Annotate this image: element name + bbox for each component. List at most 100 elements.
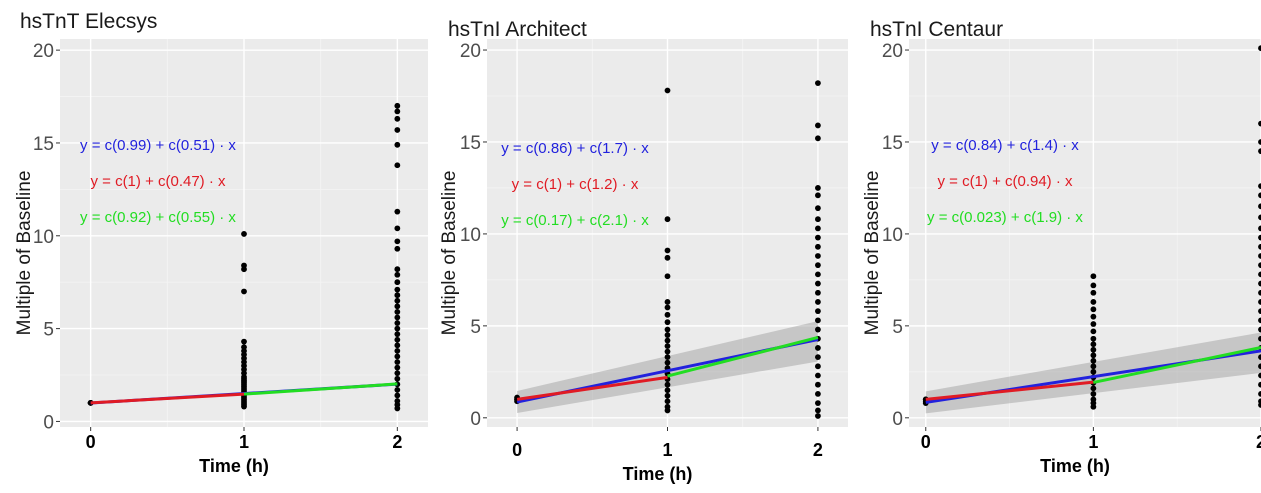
data-point <box>394 325 401 332</box>
x-tick-label: 2 <box>813 440 823 460</box>
plot-background <box>909 39 1261 427</box>
data-point <box>815 80 821 87</box>
data-point <box>815 326 821 333</box>
data-point <box>664 216 671 223</box>
x-tick-label: 1 <box>1088 432 1098 452</box>
data-point <box>394 331 401 338</box>
data-point <box>1258 308 1261 315</box>
data-point <box>1090 357 1097 364</box>
data-point <box>394 364 401 371</box>
data-point <box>394 314 401 321</box>
data-point <box>1090 391 1097 397</box>
x-tick-label: 0 <box>921 432 931 452</box>
fit-line <box>90 392 245 405</box>
data-point <box>394 297 401 304</box>
data-point <box>1090 352 1097 359</box>
data-point <box>815 413 821 419</box>
data-point <box>394 102 401 109</box>
data-point <box>815 192 821 199</box>
data-point <box>815 122 821 129</box>
data-point <box>1090 335 1097 342</box>
data-point <box>394 108 401 115</box>
data-point <box>1258 354 1261 361</box>
data-point <box>815 400 821 406</box>
data-point <box>394 392 401 399</box>
data-point <box>664 348 671 355</box>
data-point <box>1090 299 1097 305</box>
data-point <box>394 238 401 245</box>
data-point <box>664 359 671 366</box>
x-tick-label: 2 <box>392 432 402 452</box>
data-point <box>1258 183 1261 190</box>
y-tick-label: 0 <box>43 412 54 433</box>
data-point <box>394 405 401 412</box>
y-tick-label: 5 <box>43 320 54 341</box>
data-point <box>815 407 821 414</box>
data-point <box>815 253 821 259</box>
data-point <box>394 370 401 377</box>
data-point <box>664 343 671 349</box>
data-point <box>815 299 821 305</box>
y-tick-label: 20 <box>460 41 481 62</box>
data-point <box>815 391 821 397</box>
data-point <box>1258 214 1261 221</box>
y-tick-label: 5 <box>470 317 481 338</box>
data-point <box>664 254 671 261</box>
fit-line <box>925 380 1094 401</box>
data-point <box>815 345 821 351</box>
data-point <box>241 403 247 410</box>
fit-equation: y = c(0.92) + c(0.55) · x <box>80 209 236 226</box>
data-point <box>394 375 401 382</box>
data-point <box>241 266 247 273</box>
chart-title: hsTnI Architect <box>448 18 587 41</box>
data-point <box>815 225 821 232</box>
fit-equation: y = c(1) + c(0.94) · x <box>937 173 1073 190</box>
data-point <box>1258 203 1261 210</box>
data-point <box>394 271 401 278</box>
data-point <box>394 386 401 393</box>
data-point <box>1090 363 1097 370</box>
data-point <box>664 319 671 326</box>
data-point <box>815 185 821 191</box>
y-tick-label: 0 <box>892 409 903 430</box>
data-point <box>1090 385 1097 392</box>
chart-panel-3: 0 5 10 15 20 0 1 2 hsTnI Centaur Time (h) Multiple… <box>862 18 1261 476</box>
data-point <box>1258 381 1261 388</box>
data-point <box>1090 368 1097 375</box>
data-point <box>1090 328 1097 335</box>
fit-line <box>516 375 668 401</box>
y-tick-label: 20 <box>882 41 903 62</box>
data-point <box>241 338 247 345</box>
x-axis-label: Time (h) <box>1040 456 1110 476</box>
y-tick-label: 10 <box>882 225 903 246</box>
data-point <box>664 326 671 333</box>
data-point <box>394 115 401 122</box>
fit-equation: y = c(0.023) + c(1.9) · x <box>927 209 1083 226</box>
y-axis-label: Multiple of Baseline <box>14 171 35 336</box>
data-point <box>394 342 401 349</box>
y-tick-label: 5 <box>892 317 903 338</box>
data-point <box>394 245 401 252</box>
x-tick-label: 0 <box>512 440 522 460</box>
fit-equation: y = c(1) + c(0.47) · x <box>90 173 226 190</box>
data-point <box>394 127 401 133</box>
data-point <box>394 308 401 315</box>
data-point <box>815 308 821 315</box>
data-point <box>1090 282 1097 289</box>
y-tick-label: 10 <box>460 225 481 246</box>
data-point <box>815 317 821 324</box>
data-point <box>1258 45 1261 52</box>
data-point <box>815 135 821 142</box>
data-point <box>1090 289 1097 296</box>
data-point <box>815 205 821 212</box>
y-axis-label: Multiple of Baseline <box>862 171 883 336</box>
data-point <box>1090 306 1097 313</box>
data-point <box>1258 317 1261 324</box>
data-point <box>394 359 401 365</box>
fit-equation: y = c(0.99) + c(0.51) · x <box>80 137 236 154</box>
y-tick-label: 15 <box>882 133 903 154</box>
data-point <box>394 225 401 232</box>
data-point <box>1258 326 1261 333</box>
data-point <box>664 392 671 399</box>
